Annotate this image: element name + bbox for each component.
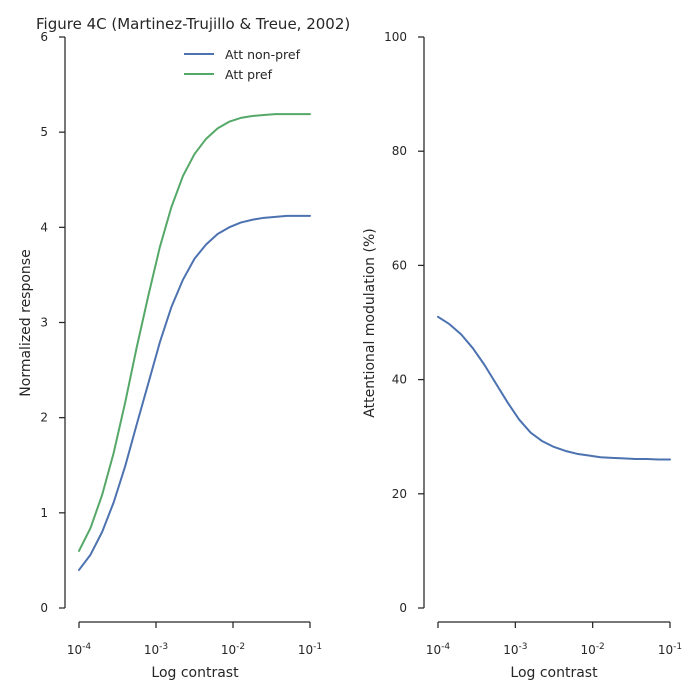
x-tick-label-left-2: 10-2 <box>221 642 245 657</box>
legend: Att non-pref Att pref <box>184 47 301 82</box>
y-axis-label-right: Attentional modulation (%) <box>362 228 378 417</box>
x-tick-label-right-1: 10-3 <box>503 642 527 657</box>
x-tick-label-left-1: 10-3 <box>144 642 168 657</box>
legend-label-att-non-pref: Att non-pref <box>225 47 301 62</box>
x-axis-label-left: Log contrast <box>151 665 239 681</box>
y-tick-label-right-1: 20 <box>392 487 407 501</box>
y-tick-label-left-0: 0 <box>40 601 48 615</box>
x-ticks-left: 10-4 10-3 10-2 10-1 <box>67 622 322 657</box>
x-tick-label-left-0: 10-4 <box>67 642 92 657</box>
legend-label-att-pref: Att pref <box>225 67 273 82</box>
y-tick-label-left-6: 6 <box>40 30 48 44</box>
plot-attentional-modulation: 0 20 40 60 80 100 10-4 10-3 10-2 10-1 Attentiona… <box>362 30 682 681</box>
plot-normalized-response: 0 1 2 3 4 5 6 10-4 10-3 10-2 10-1 Normalized resp… <box>18 30 322 681</box>
series-line-left-att-non-pref <box>78 214 311 571</box>
y-tick-label-left-3: 3 <box>40 316 48 330</box>
y-tick-label-left-2: 2 <box>40 411 48 425</box>
y-axis-label-left: Normalized response <box>18 249 34 396</box>
y-tick-label-right-2: 40 <box>392 373 407 387</box>
chart-title: Figure 4C (Martinez-Trujillo & Treue, 20… <box>36 15 350 33</box>
x-axis-label-right: Log contrast <box>510 665 598 681</box>
series-line-right-series-0 <box>437 315 671 461</box>
y-tick-label-right-5: 100 <box>384 30 407 44</box>
y-tick-label-right-3: 60 <box>392 258 407 272</box>
series-lines-left <box>78 113 311 571</box>
y-tick-label-left-4: 4 <box>40 220 48 234</box>
x-tick-label-right-0: 10-4 <box>426 642 451 657</box>
series-line-left-att-pref <box>78 113 311 552</box>
y-tick-label-left-1: 1 <box>40 506 48 520</box>
y-tick-label-right-0: 0 <box>399 601 407 615</box>
y-ticks-left: 0 1 2 3 4 5 6 <box>40 30 65 615</box>
x-tick-label-right-3: 10-1 <box>658 642 682 657</box>
y-ticks-right: 0 20 40 60 80 100 <box>384 30 424 615</box>
x-ticks-right: 10-4 10-3 10-2 10-1 <box>426 622 682 657</box>
x-tick-label-right-2: 10-2 <box>581 642 605 657</box>
x-tick-label-left-3: 10-1 <box>298 642 322 657</box>
y-tick-label-right-4: 80 <box>392 144 407 158</box>
series-lines-right <box>437 315 671 461</box>
y-tick-label-left-5: 5 <box>40 125 48 139</box>
